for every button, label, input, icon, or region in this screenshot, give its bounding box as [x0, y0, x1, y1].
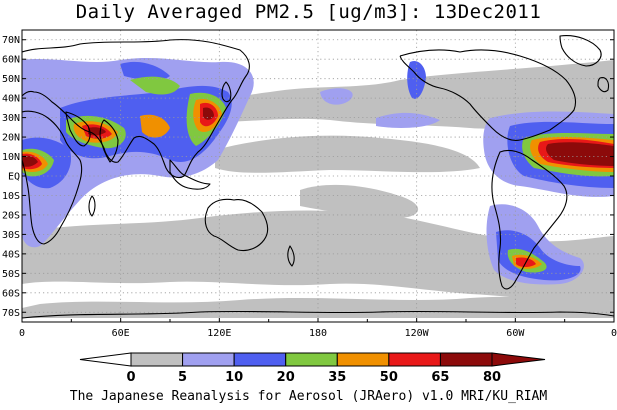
longitude-axis: 0 60E 120E 180 120W 60W 0 — [19, 318, 617, 339]
coast-greenland — [559, 35, 602, 67]
colorbar-segment — [285, 352, 338, 367]
lat-label: 10N — [2, 152, 20, 163]
lat-label: 70N — [2, 35, 20, 46]
colorbar-segment — [439, 352, 493, 367]
colorbar-label: 20 — [277, 370, 295, 385]
shade-blue-mongolia — [120, 61, 170, 81]
colorbar-label: 35 — [328, 370, 346, 385]
map-title: Daily Averaged PM2.5 [ug/m3]: 13Dec2011 — [75, 1, 542, 23]
coast-europe-asia — [22, 39, 250, 179]
lat-label: 60S — [2, 288, 20, 299]
lon-label: 180 — [309, 328, 327, 339]
coast-arabia — [65, 111, 91, 147]
colorbar-segment — [130, 352, 184, 367]
coast-japan — [221, 81, 232, 103]
map-panel — [22, 30, 614, 322]
shade-lightblue-north-pacific — [320, 88, 353, 105]
coast-india — [99, 119, 119, 163]
coast-new-zealand — [287, 245, 295, 267]
shade-green-east-asia — [130, 76, 180, 95]
shade-darkred-atlantic — [546, 142, 614, 166]
shade-darkred-west-africa — [22, 155, 38, 167]
colorbar-label: 80 — [483, 370, 501, 385]
colorbar-label: 0 — [126, 370, 135, 385]
shade-gray-south-pacific — [300, 184, 419, 219]
colorbar-label: 10 — [225, 370, 243, 385]
shade-orange-bangladesh — [140, 114, 170, 138]
credit-line: The Japanese Reanalysis for Aerosol (JRA… — [69, 389, 548, 404]
lat-label: 20S — [2, 210, 20, 221]
colorbar-left-arrow — [79, 352, 132, 367]
colorbar-right-arrow — [491, 352, 546, 367]
colorbar-label: 65 — [431, 370, 449, 385]
colorbar-segment — [388, 352, 441, 367]
colorbar-label: 50 — [380, 370, 398, 385]
colorbar-segment — [233, 352, 287, 367]
lat-label: 60N — [2, 55, 20, 66]
coast-north-america — [399, 49, 577, 141]
colorbar-segment — [336, 352, 390, 367]
coast-southeast-asia — [169, 159, 211, 190]
shade-gray-central-pacific — [215, 135, 480, 173]
coast-madagascar — [88, 195, 96, 217]
shade-darkred-china — [203, 107, 214, 120]
lat-label: 40N — [2, 94, 20, 105]
lat-label: EQ — [8, 172, 20, 183]
lat-label: 30N — [2, 113, 20, 124]
shade-gray-southern-band — [22, 210, 614, 302]
shade-lightblue-pacific-strip — [376, 112, 440, 128]
colorbar-label: 5 — [178, 370, 187, 385]
lon-label: 120W — [405, 328, 430, 339]
colorbar: 0 5 10 20 35 50 65 80 — [79, 352, 546, 385]
coast-south-america — [491, 149, 568, 290]
coast-antarctica — [22, 310, 614, 319]
lat-label: 50S — [2, 269, 20, 280]
lat-label: 70S — [2, 308, 20, 319]
lat-label: 40S — [2, 249, 20, 260]
lat-label: 10S — [2, 191, 20, 202]
lat-label: 30S — [2, 230, 20, 241]
lon-label: 0 — [19, 328, 25, 339]
coast-uk — [597, 77, 610, 93]
coastlines — [22, 35, 614, 319]
lon-label: 120E — [207, 328, 231, 339]
coast-australia — [204, 198, 269, 252]
latitude-axis: 70N 60N 50N 40N 30N 20N 10N EQ 10S 20S 30S 40S 50S 60… — [2, 35, 614, 319]
lon-label: 0 — [611, 328, 617, 339]
lat-label: 20N — [2, 133, 20, 144]
lat-label: 50N — [2, 74, 20, 85]
lon-label: 60W — [506, 328, 525, 339]
lon-label: 60E — [112, 328, 130, 339]
coast-africa — [22, 110, 83, 245]
colorbar-segment — [182, 352, 235, 367]
